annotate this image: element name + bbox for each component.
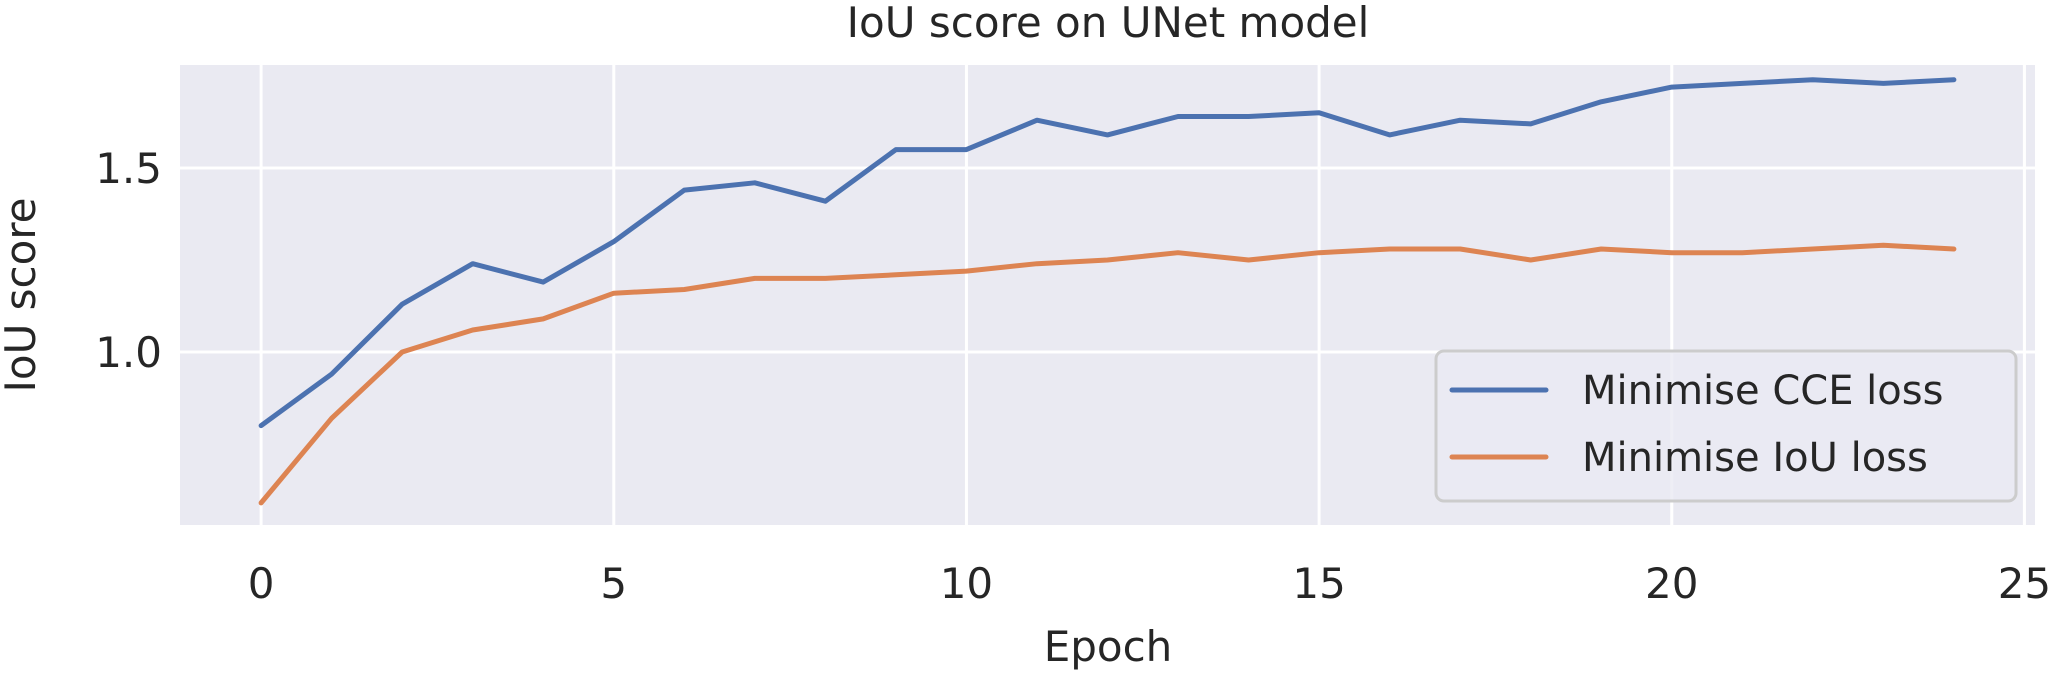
x-tick-label: 5 (600, 559, 627, 608)
chart-title: IoU score on UNet model (847, 0, 1370, 47)
legend: Minimise CCE loss Minimise IoU loss (1434, 349, 2018, 503)
series-line-cce (258, 77, 1957, 429)
x-tick-label: 20 (1645, 559, 1698, 608)
legend-label-iou: Minimise IoU loss (1582, 435, 1928, 481)
y-tick-label: 1.5 (95, 144, 162, 193)
y-axis-label: IoU score (0, 197, 45, 392)
series-line-iou (258, 242, 1957, 506)
legend-label-cce: Minimise CCE loss (1582, 368, 1943, 414)
tick-labels: 0 5 10 15 20 25 1.0 1.5 (95, 144, 2051, 608)
x-tick-label: 15 (1292, 559, 1345, 608)
x-tick-label: 0 (248, 559, 275, 608)
x-tick-label: 10 (940, 559, 993, 608)
x-tick-label: 25 (1998, 559, 2051, 608)
legend-box (1434, 349, 2018, 503)
x-axis-label: Epoch (1044, 622, 1173, 671)
y-tick-label: 1.0 (95, 328, 162, 377)
series-lines (258, 77, 1957, 506)
